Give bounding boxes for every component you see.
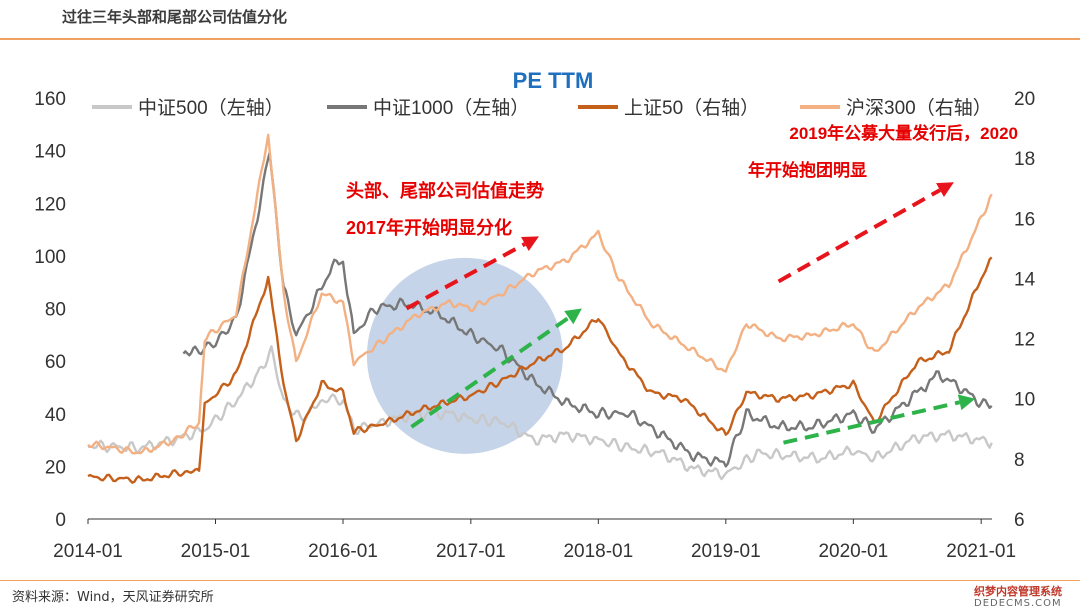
source-note: 资料来源：Wind，天风证券研究所 (12, 590, 214, 605)
y-left-tick-label: 20 (45, 457, 66, 478)
y-right-tick-label: 6 (1014, 510, 1025, 531)
chart-legend: 中证500（左轴） 中证1000（左轴） 上证50（右轴） 沪深300（右轴） (92, 97, 992, 119)
x-tick-label: 2014-01 (53, 541, 123, 562)
y-right-tick-label: 12 (1014, 330, 1035, 351)
x-tick-label: 2019-01 (691, 541, 761, 562)
y-left-tick-label: 0 (55, 510, 66, 531)
y-left-tick-label: 60 (45, 352, 66, 373)
y-left-tick-label: 140 (34, 142, 66, 163)
highlight-circle (366, 257, 563, 454)
chart-axes: 2014-01 2015-01 2016-01 2017-01 2018-01 2019-… (34, 89, 1035, 562)
y-right-tick-label: 20 (1014, 89, 1035, 110)
trend-arrow-1 (410, 315, 570, 429)
x-tick-label: 2016-01 (308, 541, 378, 562)
trend-arrow-head (936, 182, 954, 198)
x-tick-label: 2015-01 (181, 541, 251, 562)
legend-label: 中证1000（左轴） (373, 97, 529, 119)
legend-label: 沪深300（右轴） (846, 97, 992, 119)
trend-arrow-0 (405, 242, 526, 311)
watermark-line2: DEDECMS.COM (974, 598, 1062, 609)
annotation-2020: 年开始抱团明显 (748, 160, 867, 180)
trend-arrow-2 (777, 188, 941, 284)
y-left-tick-label: 100 (34, 247, 66, 268)
series-line-1 (182, 151, 993, 468)
trend-arrows (405, 182, 976, 445)
series-line-3 (87, 133, 993, 455)
y-left-tick-label: 40 (45, 405, 66, 426)
legend-label: 中证500（左轴） (138, 97, 284, 119)
y-left-tick-label: 120 (34, 194, 66, 215)
x-tick-label: 2017-01 (436, 541, 506, 562)
trend-arrow-head (521, 236, 539, 252)
series-line-0 (87, 345, 993, 481)
y-left-tick-label: 160 (34, 89, 66, 110)
y-left-tick-label: 80 (45, 300, 66, 321)
footer-divider (0, 580, 1080, 581)
annotation-head-tail: 头部、尾部公司估值走势 (346, 180, 544, 201)
trend-arrow-3 (783, 400, 961, 445)
legend-label: 上证50（右轴） (624, 97, 759, 119)
y-right-tick-label: 16 (1014, 209, 1035, 230)
y-right-tick-label: 10 (1014, 390, 1035, 411)
highlight-region (366, 257, 563, 454)
x-tick-label: 2020-01 (818, 541, 888, 562)
trend-arrow-head (957, 394, 976, 411)
series-line-2 (87, 256, 993, 484)
watermark-line1: 织梦内容管理系统 (974, 585, 1062, 598)
x-tick-label: 2018-01 (563, 541, 633, 562)
annotation-2017: 2017年开始明显分化 (346, 217, 512, 238)
chart-series (87, 133, 993, 484)
page-title: 过往三年头部和尾部公司估值分化 (62, 8, 288, 26)
chart-title: PE TTM (513, 68, 594, 93)
header-divider (0, 38, 1080, 40)
y-right-tick-label: 8 (1014, 450, 1025, 471)
x-tick-label: 2021-01 (946, 541, 1016, 562)
y-right-tick-label: 18 (1014, 149, 1035, 170)
annotation-2019: 2019年公募大量发行后，2020 (789, 123, 1018, 143)
trend-arrow-head (564, 308, 582, 325)
watermark-logo: 织梦内容管理系统 DEDECMS.COM (974, 586, 1070, 612)
y-right-tick-label: 14 (1014, 269, 1036, 290)
